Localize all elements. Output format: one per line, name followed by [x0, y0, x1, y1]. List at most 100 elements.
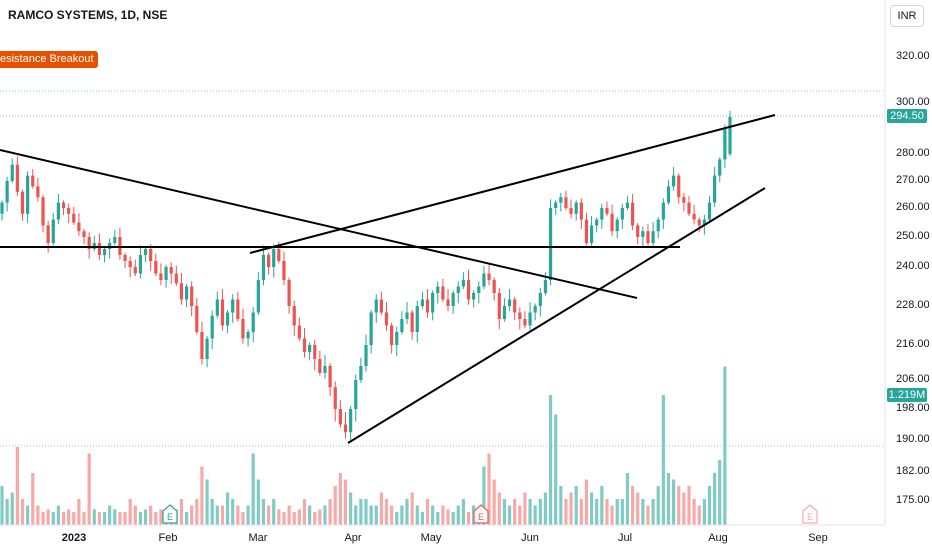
candle-body	[5, 181, 9, 203]
candle-body	[236, 299, 240, 319]
volume-bar	[620, 499, 624, 525]
candle-body	[548, 208, 553, 280]
candle-body	[251, 312, 255, 332]
earnings-marker-label: E	[167, 512, 173, 522]
volume-bar	[564, 499, 568, 525]
volume-bar	[154, 512, 158, 525]
volume-bar	[220, 505, 225, 525]
candle-body	[46, 225, 50, 243]
candle-body	[246, 332, 250, 339]
y-tick-label: 175.00	[896, 494, 930, 506]
volume-bar	[210, 499, 214, 525]
volume-bar	[225, 492, 230, 525]
candle-body	[15, 164, 19, 192]
grid-lines	[0, 90, 885, 447]
candle-body	[605, 208, 609, 214]
candle-body	[395, 332, 399, 345]
candle-body	[143, 249, 148, 255]
volume-bar	[128, 499, 132, 525]
volume-bar	[379, 492, 383, 525]
volume-bar	[718, 460, 722, 525]
candle-body	[41, 197, 45, 226]
candle-body	[297, 325, 301, 339]
volume-bar	[67, 509, 71, 525]
volume-bar	[502, 499, 507, 525]
volume-bar	[205, 479, 209, 525]
candle-body	[195, 306, 199, 332]
candle-body	[282, 261, 286, 280]
candle-body	[374, 299, 378, 313]
volume-bar	[559, 486, 563, 525]
volume-bar	[492, 479, 496, 525]
volume-bar	[87, 453, 91, 525]
candle-body	[466, 280, 471, 300]
volume-bar	[149, 505, 153, 525]
volume-bar	[282, 512, 286, 525]
y-tick-label: 198.00	[896, 402, 930, 414]
volume-bar	[46, 509, 50, 525]
volume-bar	[533, 505, 537, 525]
candle-body	[492, 280, 496, 293]
volume-bar	[672, 479, 676, 525]
volume-bar	[682, 492, 686, 525]
candle-body	[420, 299, 424, 306]
chart-title: RAMCO SYSTEMS, 1D, NSE	[8, 8, 168, 22]
volume-bar	[615, 499, 619, 525]
candle-body	[261, 255, 266, 280]
currency-selector[interactable]: INR	[890, 5, 924, 27]
volume-bar	[215, 505, 219, 525]
trendlines	[0, 114, 776, 444]
candle-body	[477, 286, 481, 293]
volume-bar	[569, 492, 573, 525]
candle-body	[128, 261, 132, 267]
candle-body	[482, 273, 486, 287]
volume-bar	[302, 499, 307, 525]
candle-body	[20, 191, 25, 214]
volume-bar	[697, 505, 701, 525]
candle-body	[390, 325, 394, 345]
candle-body	[220, 299, 225, 326]
y-tick-label: 206.00	[896, 373, 930, 385]
candle-body	[179, 283, 184, 300]
volume-bar	[184, 512, 189, 525]
candle-body	[702, 219, 706, 226]
candle-body	[641, 231, 645, 237]
candle-body	[487, 273, 491, 280]
volume-bar	[323, 505, 327, 525]
volume-bar	[369, 505, 373, 525]
x-tick-label: Mar	[248, 532, 268, 544]
volume-bar	[431, 505, 435, 525]
candle-body	[630, 202, 635, 226]
upper-channel-line	[249, 114, 776, 254]
volume-bar	[446, 509, 450, 525]
candle-body	[564, 197, 568, 208]
volume-bar	[251, 453, 255, 525]
resistance-line-descending	[0, 149, 638, 299]
candle-body	[400, 319, 404, 332]
volume-bar	[72, 512, 76, 525]
candle-body	[354, 380, 358, 409]
volume-bar	[548, 395, 553, 525]
candle-body	[574, 202, 578, 214]
candle-body	[513, 299, 517, 313]
volume-bar	[482, 466, 486, 525]
last-volume-label: 1.219M	[887, 388, 927, 402]
x-tick-label: Jul	[617, 532, 633, 544]
candle-body	[10, 164, 14, 181]
candle-body	[697, 219, 701, 226]
candle-body	[164, 267, 168, 280]
volume-bar	[630, 486, 635, 525]
candle-body	[425, 299, 430, 313]
volume-bar	[41, 512, 45, 525]
volume-bar	[133, 505, 137, 525]
volume-bar	[236, 505, 240, 525]
y-tick-label: 216.00	[896, 338, 930, 350]
candle-body	[333, 387, 337, 409]
candle-body	[364, 345, 368, 366]
candle-body	[600, 208, 604, 220]
candle-body	[410, 312, 414, 332]
volume-bar	[574, 486, 578, 525]
candle-body	[431, 293, 435, 313]
candle-body	[123, 255, 127, 261]
